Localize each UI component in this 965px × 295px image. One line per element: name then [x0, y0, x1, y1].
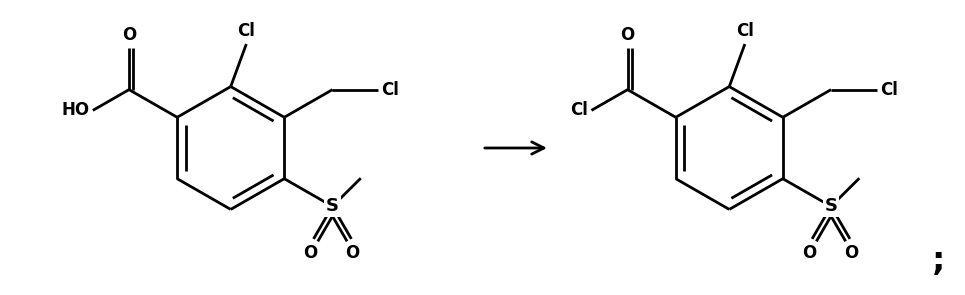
Text: O: O: [122, 26, 136, 44]
Text: S: S: [326, 197, 339, 215]
Text: O: O: [844, 244, 858, 262]
Text: O: O: [802, 244, 816, 262]
Text: O: O: [345, 244, 360, 262]
Text: Cl: Cl: [880, 81, 897, 99]
Text: Cl: Cl: [237, 22, 256, 40]
Text: O: O: [620, 26, 635, 44]
Text: S: S: [824, 197, 838, 215]
Text: HO: HO: [62, 101, 90, 119]
Text: Cl: Cl: [570, 101, 589, 119]
Text: ;: ;: [932, 245, 946, 278]
Text: O: O: [303, 244, 317, 262]
Text: Cl: Cl: [381, 81, 400, 99]
Text: Cl: Cl: [736, 22, 754, 40]
